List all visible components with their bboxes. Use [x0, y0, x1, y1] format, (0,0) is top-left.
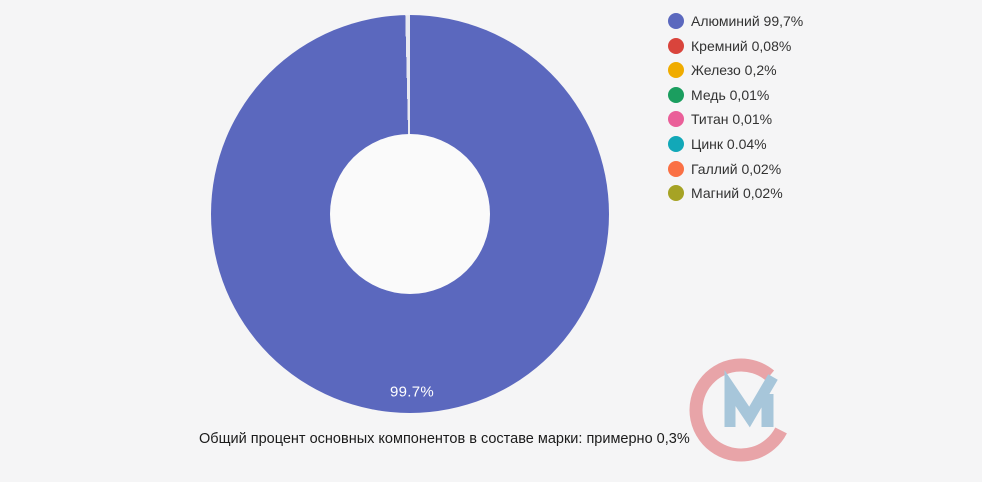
- legend-item[interactable]: Кремний 0,08%: [668, 37, 803, 54]
- legend-item[interactable]: Алюминий 99,7%: [668, 13, 803, 29]
- legend-color-swatch: [668, 13, 684, 29]
- watermark-logo: [689, 358, 787, 462]
- chart-legend: Алюминий 99,7% Кремний 0,08% Железо 0,2% Ме…: [668, 13, 803, 202]
- legend-color-swatch: [668, 62, 684, 79]
- legend-color-swatch: [668, 37, 684, 54]
- logo-letter-c: [689, 358, 787, 462]
- legend-color-swatch: [668, 86, 684, 103]
- legend-label: Алюминий 99,7%: [691, 13, 804, 29]
- legend-item[interactable]: Железо 0,2%: [668, 62, 803, 79]
- legend-color-swatch: [668, 185, 684, 202]
- legend-label: Цинк 0.04%: [691, 135, 767, 152]
- legend-label: Медь 0,01%: [691, 86, 770, 103]
- chart-caption: Общий процент основных компонентов в сос…: [199, 431, 690, 447]
- logo-letter-m-check: [724, 369, 778, 428]
- donut-chart[interactable]: 99.7%: [211, 15, 609, 413]
- legend-label: Титан 0,01%: [691, 111, 773, 128]
- legend-label: Галлий 0,02%: [691, 160, 782, 177]
- slice-value-label: 99.7%: [389, 383, 435, 401]
- legend-color-swatch: [668, 160, 684, 177]
- legend-label: Железо 0,2%: [691, 62, 777, 79]
- legend-color-swatch: [668, 135, 684, 152]
- legend-item[interactable]: Титан 0,01%: [668, 111, 803, 128]
- legend-color-swatch: [668, 111, 684, 128]
- legend-item[interactable]: Медь 0,01%: [668, 86, 803, 103]
- legend-label: Кремний 0,08%: [691, 37, 792, 54]
- donut-hole: [330, 134, 490, 294]
- legend-item[interactable]: Магний 0,02%: [668, 185, 803, 202]
- legend-item[interactable]: Цинк 0.04%: [668, 135, 803, 152]
- legend-item[interactable]: Галлий 0,02%: [668, 160, 803, 177]
- legend-label: Магний 0,02%: [691, 185, 783, 202]
